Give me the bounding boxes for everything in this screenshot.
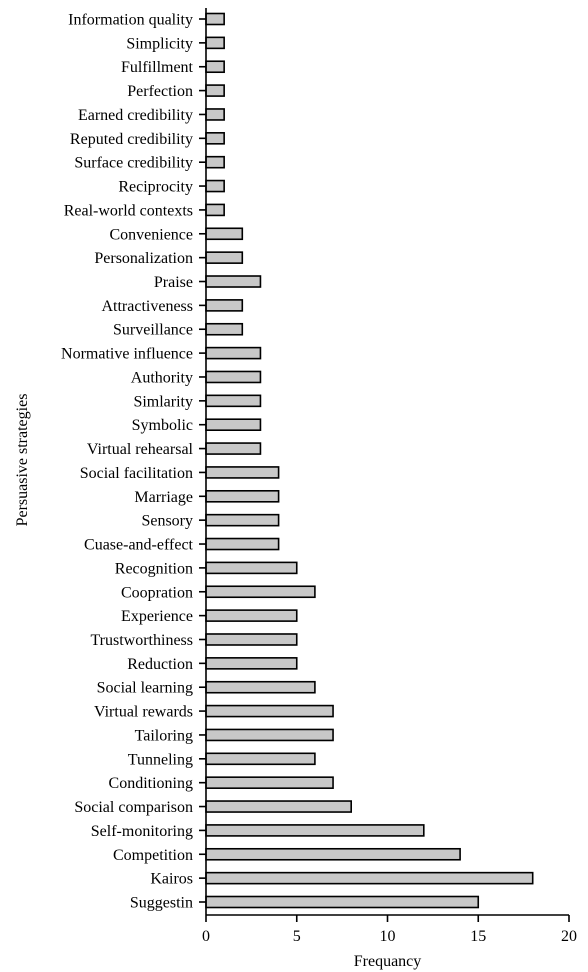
category-label-sensory: Sensory xyxy=(141,513,193,530)
category-label-surface-credibility: Surface credibility xyxy=(74,155,193,172)
category-label-virtual-rewards: Virtual rewards xyxy=(94,704,193,721)
bar-trustworthiness xyxy=(205,633,298,646)
category-label-symbolic: Symbolic xyxy=(132,417,193,434)
category-label-coopration: Coopration xyxy=(121,584,193,601)
category-label-self-monitoring: Self-monitoring xyxy=(91,823,193,840)
bar-praise xyxy=(205,275,262,288)
bar-attractiveness xyxy=(205,299,244,312)
bar-suggestin xyxy=(205,895,480,909)
category-label-praise: Praise xyxy=(154,274,193,291)
category-label-tailoring: Tailoring xyxy=(135,727,193,744)
bar-real-world-contexts xyxy=(205,203,225,217)
category-label-reputed-credibility: Reputed credibility xyxy=(70,131,193,148)
bar-fulfillment xyxy=(205,60,225,74)
category-label-earned-credibility: Earned credibility xyxy=(78,107,193,124)
bar-reduction xyxy=(205,657,298,670)
category-label-tunneling: Tunneling xyxy=(128,751,193,768)
bar-coopration xyxy=(205,585,316,599)
category-label-reduction: Reduction xyxy=(127,656,193,673)
x-tick-label-10: 10 xyxy=(380,928,396,945)
x-tick-label-15: 15 xyxy=(470,928,486,945)
category-label-cuase-and-effect: Cuase-and-effect xyxy=(84,537,194,554)
category-labels: Information quality Simplicity Fulfillment… xyxy=(61,12,194,912)
bar-recognition xyxy=(205,561,298,575)
bar-social-comparison xyxy=(205,800,352,813)
bar-convenience xyxy=(205,227,244,241)
bar-reputed-credibility xyxy=(205,132,225,145)
bar-personalization xyxy=(205,251,244,264)
category-label-simplicity: Simplicity xyxy=(126,35,193,52)
bar-tunneling xyxy=(205,752,316,766)
category-label-social-facilitation: Social facilitation xyxy=(80,465,193,482)
bar-experience xyxy=(205,609,298,622)
x-tick-label-0: 0 xyxy=(202,928,210,945)
category-label-fulfillment: Fulfillment xyxy=(121,59,194,76)
bar-conditioning xyxy=(205,776,334,789)
bar-reciprocity xyxy=(205,179,225,193)
category-label-personalization: Personalization xyxy=(94,250,193,267)
category-label-simlarity: Simlarity xyxy=(133,393,193,410)
bar-simlarity xyxy=(205,394,262,408)
category-label-attractiveness: Attractiveness xyxy=(101,298,193,315)
bar-marriage xyxy=(205,489,280,503)
bar-kairos xyxy=(205,871,534,885)
category-label-social-learning: Social learning xyxy=(97,680,193,697)
bar-perfection xyxy=(205,84,225,97)
category-label-competition: Competition xyxy=(113,847,193,864)
category-label-marriage: Marriage xyxy=(134,489,193,506)
x-axis-title: Frequancy xyxy=(354,953,422,970)
bar-normative-influence xyxy=(205,346,262,360)
bar-virtual-rehearsal xyxy=(205,442,262,455)
category-label-reciprocity: Reciprocity xyxy=(118,179,193,196)
category-label-authority: Authority xyxy=(131,369,193,386)
bar-virtual-rewards xyxy=(205,704,334,718)
bar-social-facilitation xyxy=(205,466,280,479)
category-label-social-comparison: Social comparison xyxy=(74,799,193,816)
category-label-virtual-rehearsal: Virtual rehearsal xyxy=(87,441,194,458)
category-label-real-world-contexts: Real-world contexts xyxy=(64,202,193,219)
bar-surface-credibility xyxy=(205,155,225,169)
category-label-kairos: Kairos xyxy=(150,871,193,888)
category-label-conditioning: Conditioning xyxy=(109,775,193,792)
bar-cuase-and-effect xyxy=(205,537,280,551)
bar-competition xyxy=(205,847,461,861)
category-label-recognition: Recognition xyxy=(115,560,193,577)
bar-earned-credibility xyxy=(205,108,225,121)
bar-social-learning xyxy=(205,680,316,694)
category-label-experience: Experience xyxy=(121,608,193,625)
y-axis-ticks xyxy=(199,18,206,903)
bar-surveillance xyxy=(205,322,244,336)
x-tick-label-5: 5 xyxy=(293,928,301,945)
category-label-surveillance: Surveillance xyxy=(113,322,193,339)
bar-symbolic xyxy=(205,418,262,432)
bar-authority xyxy=(205,370,262,384)
category-label-trustworthiness: Trustworthiness xyxy=(90,632,193,649)
x-tick-label-20: 20 xyxy=(561,928,577,945)
y-axis-title: Persuasive strategies xyxy=(14,394,31,527)
bar-sensory xyxy=(205,513,280,527)
category-label-normative-influence: Normative influence xyxy=(61,346,193,363)
bar-simplicity xyxy=(205,36,225,50)
bar-self-monitoring xyxy=(205,824,425,837)
x-axis-ticks: 0 5 10 15 20 xyxy=(202,915,577,945)
bar-information-quality xyxy=(205,12,225,26)
category-label-convenience: Convenience xyxy=(109,226,193,243)
category-label-perfection: Perfection xyxy=(127,83,193,100)
category-label-suggestin: Suggestin xyxy=(130,895,193,912)
bars-group xyxy=(205,12,534,909)
category-label-information-quality: Information quality xyxy=(68,12,193,29)
bar-tailoring xyxy=(205,728,334,742)
